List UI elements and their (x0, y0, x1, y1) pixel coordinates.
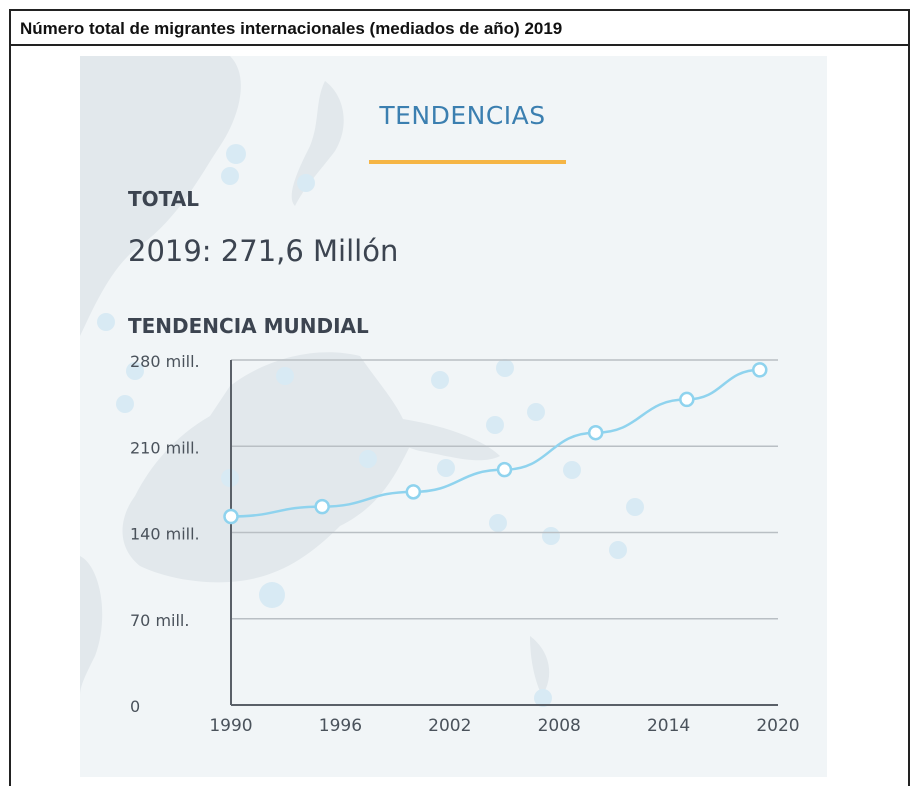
data-point (679, 391, 695, 408)
y-tick-label: 70 mill. (130, 611, 189, 630)
y-tick-label: 280 mill. (130, 352, 200, 371)
active-tab-indicator (369, 160, 566, 164)
data-point (587, 424, 604, 441)
y-tick-label: 0 (130, 697, 140, 716)
trends-panel: TENDENCIAS TOTAL 2019: 271,6 Millón TEND… (80, 56, 827, 777)
global-trend-label: TENDENCIA MUNDIAL (128, 314, 369, 338)
global-trend-chart: 0 70 mill. 140 mill. 210 mill. 280 mill. 1990… (130, 352, 800, 736)
total-value: 2019: 271,6 Millón (128, 234, 399, 268)
total-label: TOTAL (128, 187, 199, 211)
figure-title: Número total de migrantes internacionale… (11, 11, 908, 46)
data-point (496, 461, 513, 478)
x-tick-label: 1990 (209, 716, 252, 736)
data-point (405, 484, 422, 500)
figure-frame: Número total de migrantes internacionale… (9, 9, 910, 786)
data-point (223, 508, 239, 525)
x-tick-label: 1996 (319, 716, 362, 736)
x-tick-label: 2008 (538, 716, 581, 736)
y-tick-label: 140 mill. (130, 525, 200, 544)
tab-trends-label: TENDENCIAS (379, 101, 546, 130)
world-map-background (80, 56, 644, 707)
x-tick-label: 2020 (756, 716, 799, 736)
y-tick-label: 210 mill. (130, 438, 200, 457)
x-tick-label: 2002 (428, 716, 471, 736)
data-point (314, 498, 330, 515)
series-line (230, 368, 760, 518)
x-tick-label: 2014 (647, 716, 690, 736)
tab-trends[interactable]: TENDENCIAS (80, 101, 827, 130)
data-point (752, 362, 768, 378)
